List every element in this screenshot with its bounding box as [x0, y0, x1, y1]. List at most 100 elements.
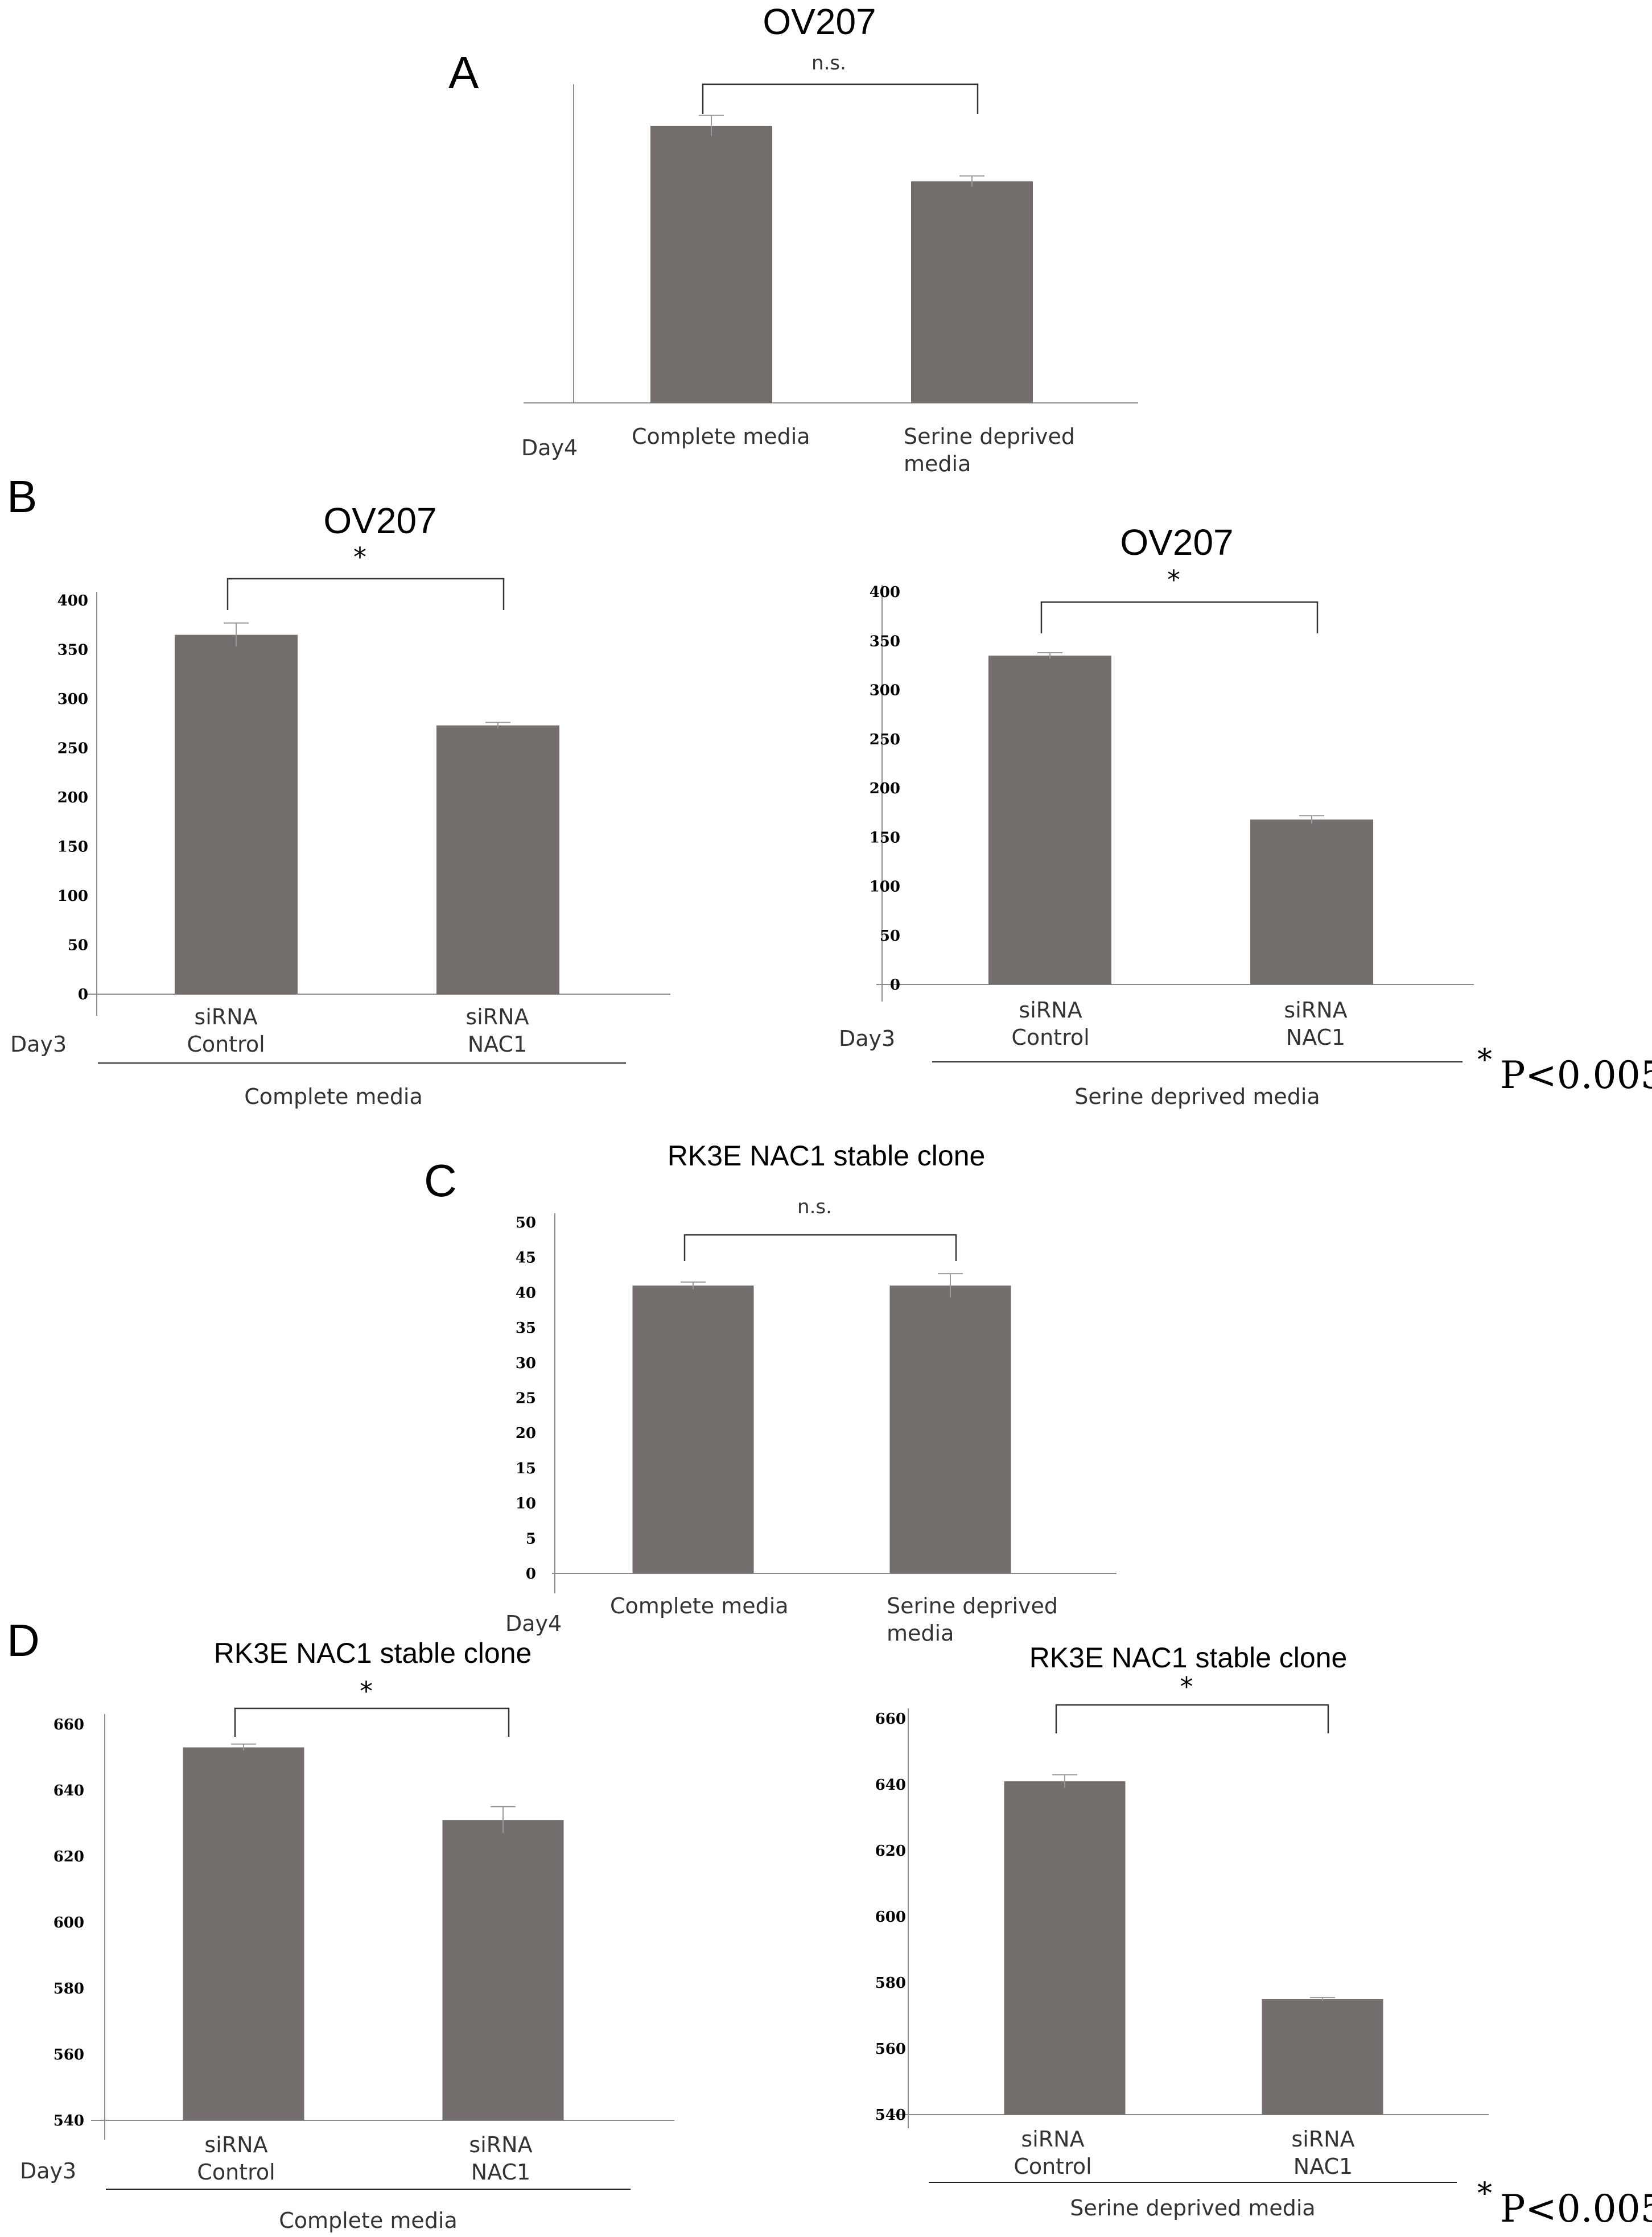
y-tick-label: 300: [870, 682, 900, 699]
y-tick-label: 250: [870, 731, 900, 748]
significance-label: *: [360, 1676, 373, 1707]
y-tick-label: 600: [875, 1909, 906, 1926]
significance-label: *: [1167, 565, 1180, 595]
bar: [183, 1747, 304, 2120]
y-tick-label: 400: [57, 592, 88, 609]
category-label: NAC1: [1293, 2154, 1353, 2179]
bar: [988, 656, 1111, 984]
category-label: Control: [1011, 1025, 1089, 1050]
y-tick-label: 15: [516, 1460, 536, 1477]
y-tick-label: 200: [870, 780, 900, 797]
day-label: Day4: [505, 1611, 562, 1636]
y-tick-label: 5: [526, 1530, 536, 1547]
y-tick-label: 350: [870, 633, 900, 650]
significance-label: n.s.: [797, 1196, 832, 1218]
category-label: Complete media: [632, 424, 810, 449]
chart-title: OV207: [763, 1, 876, 42]
category-label: siRNA: [1284, 998, 1347, 1023]
y-tick-label: 10: [516, 1496, 536, 1513]
category-label: Serine deprived: [904, 424, 1075, 449]
significance-bracket: [1055, 1704, 1329, 1733]
y-tick-label: 350: [57, 642, 88, 659]
y-tick-label: 540: [875, 2107, 906, 2124]
group-label: Complete media: [279, 2208, 458, 2233]
y-tick-label: 100: [57, 888, 88, 905]
y-tick-label: 20: [516, 1425, 536, 1442]
chart-title: OV207: [323, 500, 436, 541]
y-tick-label: 0: [526, 1566, 536, 1583]
significance-bracket: [234, 1707, 510, 1737]
footnote-d-pvalue: P<0.005: [1500, 2187, 1652, 2231]
chart-d-serine-deprived: 540560580600620640660siRNAControlsiRNANA…: [875, 1642, 1489, 2220]
bar: [436, 725, 559, 994]
category-label: NAC1: [1286, 1025, 1345, 1050]
y-tick-label: 560: [875, 2041, 906, 2058]
y-tick-label: 600: [53, 1914, 84, 1931]
chart-title: RK3E NAC1 stable clone: [668, 1140, 986, 1172]
y-tick-label: 30: [516, 1355, 536, 1372]
footnote-b-pvalue: P<0.005: [1500, 1053, 1652, 1097]
y-tick-label: 0: [78, 986, 88, 1003]
y-tick-label: 640: [53, 1782, 84, 1799]
chart-title: RK3E NAC1 stable clone: [1029, 1642, 1348, 1674]
day-label: Day3: [839, 1026, 895, 1051]
category-label: siRNA: [194, 1004, 257, 1029]
y-tick-label: 250: [57, 740, 88, 757]
group-label: Complete media: [244, 1084, 423, 1109]
bar: [1004, 1781, 1126, 2115]
y-tick-label: 580: [53, 1980, 84, 1997]
y-tick-label: 660: [53, 1716, 84, 1733]
bar: [889, 1286, 1011, 1573]
bar: [650, 126, 772, 403]
significance-bracket: [1040, 601, 1319, 633]
day-label: Day3: [10, 1032, 67, 1057]
group-label: Serine deprived media: [1070, 2195, 1315, 2220]
y-tick-label: 25: [516, 1390, 536, 1407]
category-label: siRNA: [1021, 2127, 1084, 2152]
category-label: siRNA: [469, 2132, 532, 2157]
bar: [1250, 819, 1373, 984]
y-tick-label: 620: [875, 1843, 906, 1860]
category-label: NAC1: [468, 1032, 527, 1057]
y-tick-label: 150: [870, 829, 900, 846]
day-label: Day4: [521, 435, 578, 460]
footnote-b-star: *: [1477, 1043, 1492, 1077]
chart-c: 0 5 10 15 20 25 30 35 40 45 50 Complete media Serine…: [505, 1140, 1117, 1646]
panel-letter-b: B: [7, 471, 37, 522]
chart-d-complete-media: 540 560 580 600 620 640 660 siRNA Control siRNA NA…: [20, 1637, 674, 2233]
bar: [1262, 1999, 1383, 2115]
bar: [442, 1820, 564, 2120]
y-tick-label: 620: [53, 1848, 84, 1865]
category-label: siRNA: [1291, 2127, 1354, 2152]
chart-title: OV207: [1120, 522, 1233, 563]
footnote-d-star: *: [1477, 2177, 1492, 2211]
y-tick-label: 200: [57, 789, 88, 806]
y-tick-label: 150: [57, 839, 88, 856]
y-tick-label: 50: [68, 937, 88, 954]
y-tick-label: 560: [53, 2046, 84, 2063]
bar: [175, 635, 298, 994]
category-label: siRNA: [465, 1004, 529, 1029]
y-tick-label: 45: [516, 1250, 536, 1267]
chart-b-serine-deprived: 050100150200250300350400siRNAControlsiRN…: [839, 522, 1474, 1109]
y-tick-label: 540: [53, 2112, 84, 2129]
significance-label: *: [1180, 1671, 1193, 1702]
day-label: Day3: [20, 2158, 76, 2184]
bar: [911, 181, 1033, 403]
category-label: Control: [187, 1032, 265, 1057]
y-tick-label: 0: [890, 977, 900, 994]
y-tick-label: 50: [516, 1214, 536, 1231]
panel-letter-a: A: [448, 47, 479, 98]
category-label: media: [904, 451, 971, 476]
category-label: NAC1: [471, 2160, 530, 2185]
category-label: media: [887, 1621, 954, 1646]
bar: [632, 1286, 754, 1573]
category-label: siRNA: [204, 2132, 267, 2157]
chart-title: RK3E NAC1 stable clone: [214, 1637, 532, 1669]
y-tick-label: 100: [870, 879, 900, 896]
y-tick-label: 50: [880, 928, 900, 945]
significance-label: n.s.: [811, 52, 846, 75]
y-tick-label: 300: [57, 691, 88, 708]
